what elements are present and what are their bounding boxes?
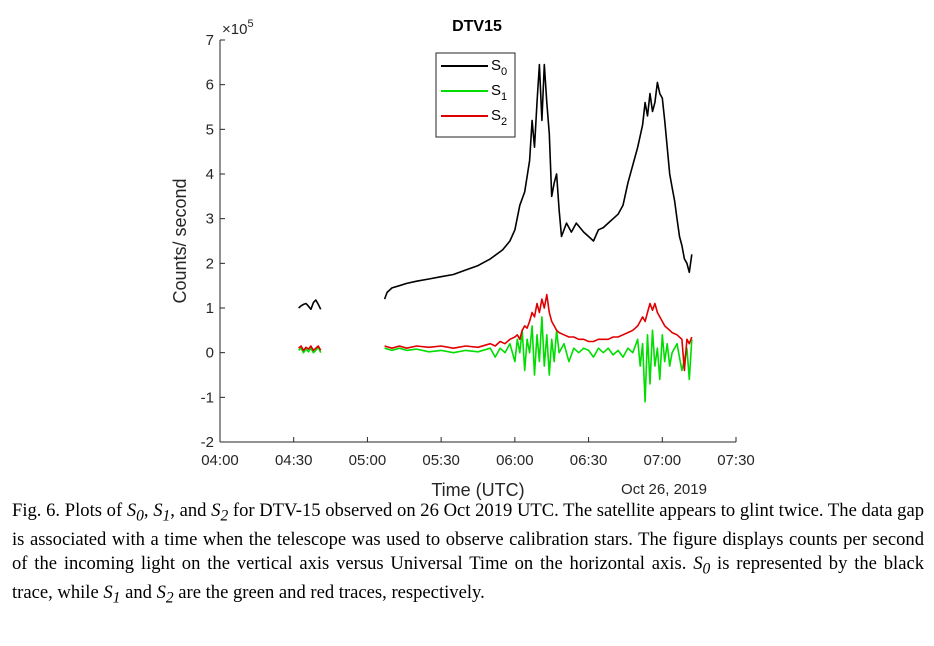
caption-symbol-s2-b: S [156,581,166,603]
plot-axes [219,40,736,443]
caption-symbol-s2: S [211,500,221,521]
y-tick-label: 7 [206,32,214,49]
y-tick-label: 0 [206,345,214,362]
legend-label-s2: S2 [491,107,507,128]
caption-text-3: , and [170,500,212,521]
series-line-s1 [298,346,322,354]
y-tick-label: -2 [201,434,214,451]
caption-sub-s2: 2 [220,507,229,525]
series-layer [298,63,693,403]
series-line-s0 [298,299,322,311]
caption-sub-s1-b: 1 [112,589,121,607]
x-tick-label: 06:00 [496,452,534,469]
x-tick-label: 04:00 [201,452,239,469]
caption-symbol-s1: S [153,500,163,521]
y-multiplier-label: ×105 [222,18,254,38]
x-ticks: 04:00 04:30 05:00 05:30 06:00 06:30 07:00 07:30 [201,437,755,469]
x-tick-label: 05:00 [349,452,387,469]
caption-symbol-s1-b: S [103,581,113,603]
caption-text-7: are the green and red traces, respective… [173,581,485,603]
y-tick-label: 5 [206,121,214,138]
caption-sub-s0-b: 0 [702,560,711,578]
caption-text-4: for DTV-15 observed on 26 Oct 2019 UTC. … [12,500,925,574]
caption-sub-s1: 1 [162,507,171,525]
date-note: Oct 26, 2019 [621,481,707,498]
caption-sub-s0: 0 [136,507,144,525]
caption-symbol-s0-b: S [693,552,703,574]
x-tick-label: 07:00 [644,452,682,469]
x-tick-label: 04:30 [275,452,313,469]
caption-sub-s2-b: 2 [165,589,174,607]
figure-caption: Fig. 6. Plots of S0, S1, and S2 for DTV-… [12,499,924,610]
y-tick-label: -1 [201,389,214,406]
legend-label-s0: S0 [491,57,507,78]
series-line-s0 [383,63,693,300]
chart-title: DTV15 [452,18,502,35]
series-line-s1 [384,316,693,403]
caption-text-5: is represented by the black trace, while [12,552,924,603]
y-tick-label: 2 [206,255,214,272]
x-tick-label: 05:30 [422,452,460,469]
caption-text-2: , [143,500,154,521]
caption-text-6: and [120,581,157,603]
x-tick-label: 06:30 [570,452,608,469]
y-axis-label: Counts/ second [170,178,190,303]
y-tick-label: 1 [206,300,214,317]
x-tick-label: 07:30 [717,452,755,469]
legend-label-s1: S1 [491,82,507,103]
legend: S0 S1 S2 [435,52,516,138]
series-line-s2 [298,345,322,352]
caption-symbol-s0: S [126,500,137,521]
y-tick-label: 6 [206,77,214,94]
y-tick-label: 3 [206,211,214,228]
series-line-s2 [384,293,693,372]
y-ticks: -2 -1 0 1 2 3 4 5 6 7 [201,32,225,451]
x-axis-label: Time (UTC) [431,480,524,500]
caption-text-1: Fig. 6. Plots of [12,500,127,521]
y-tick-label: 4 [206,166,214,183]
